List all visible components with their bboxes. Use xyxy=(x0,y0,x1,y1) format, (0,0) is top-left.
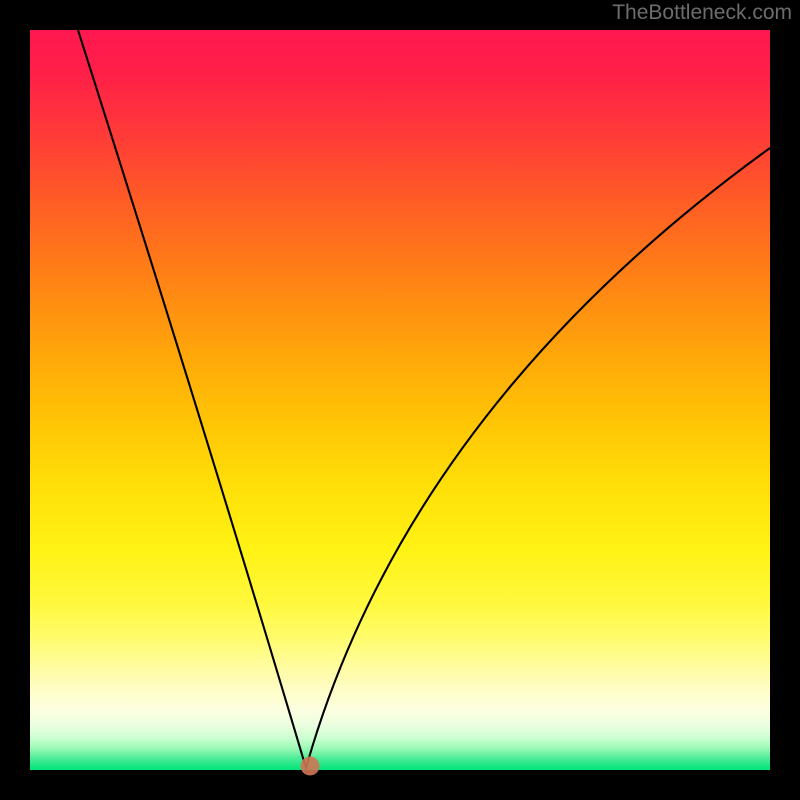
bottleneck-chart xyxy=(0,0,800,800)
watermark-text: TheBottleneck.com xyxy=(612,1,792,25)
plot-area xyxy=(30,30,770,770)
optimal-point-marker xyxy=(301,757,320,776)
chart-container: TheBottleneck.com xyxy=(0,0,800,800)
